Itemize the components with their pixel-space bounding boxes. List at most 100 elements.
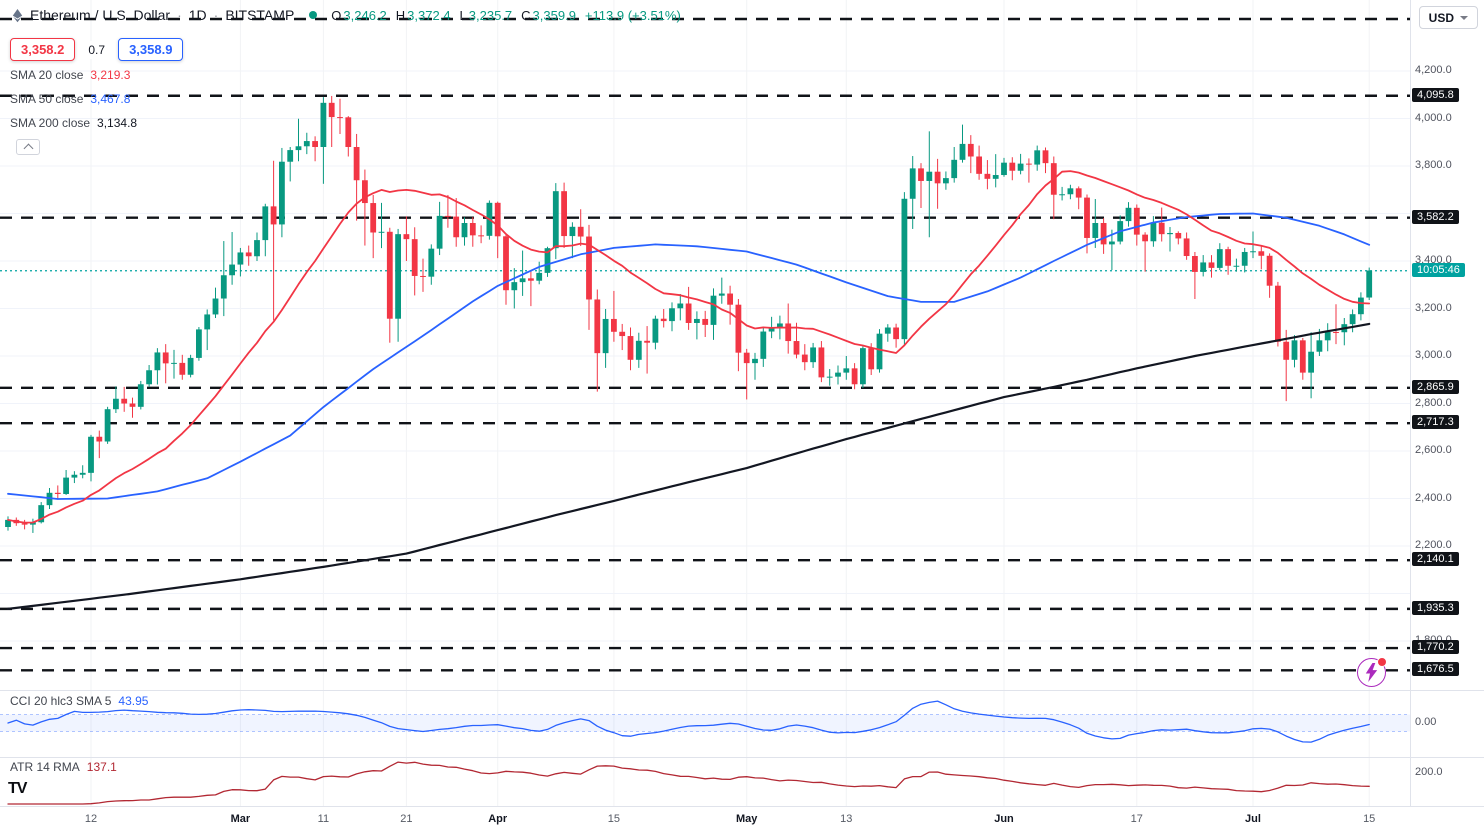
candle: [951, 159, 958, 179]
candle: [635, 340, 642, 360]
symbol-title[interactable]: Ethereum / U.S. Dollar: [30, 7, 171, 23]
candle: [30, 522, 36, 525]
candle: [594, 299, 601, 354]
sell-button[interactable]: 3,358.2: [10, 38, 76, 61]
indicator-legend-sma200[interactable]: SMA 200 close 3,134.8: [10, 116, 137, 130]
candle: [38, 505, 45, 523]
candle: [1001, 162, 1007, 176]
time-axis[interactable]: 12 Mar 11 21 Apr 15 May 13 Jun 17 Jul 15: [0, 807, 1484, 836]
candle: [1275, 285, 1281, 342]
sma20-label: SMA 20 close: [10, 68, 84, 82]
candle: [436, 215, 443, 249]
candle: [1167, 232, 1173, 235]
candle: [528, 278, 534, 281]
candle: [445, 215, 451, 217]
interval-label[interactable]: 1D: [188, 7, 207, 23]
exchange-label[interactable]: BITSTAMP: [225, 7, 295, 23]
candle: [279, 161, 285, 225]
candle: [1258, 251, 1265, 256]
candle: [1075, 188, 1082, 198]
price-tick-label: 2,400.0: [1415, 491, 1452, 504]
price-level-label: 3,582.2: [1412, 209, 1459, 224]
candle: [1059, 194, 1065, 196]
candle: [1349, 314, 1356, 325]
candle: [536, 272, 543, 281]
price-level-label: 1,935.3: [1412, 600, 1459, 615]
candle: [1358, 297, 1364, 315]
price-axis[interactable]: 4,200.0 4,000.0 3,800.0 3,400.0 3,200.0 3,000…: [1410, 0, 1484, 806]
time-tick-label: 12: [84, 813, 98, 825]
candle: [312, 141, 318, 147]
candle: [1250, 251, 1256, 253]
candle: [254, 240, 260, 257]
candle: [1283, 341, 1290, 360]
sma200-value: 3,134.8: [97, 116, 138, 130]
candle: [934, 171, 941, 184]
candle: [1316, 340, 1323, 352]
time-tick-label: Jun: [994, 813, 1014, 825]
candle: [212, 298, 219, 315]
price-level-label: 2,865.9: [1412, 379, 1459, 394]
boost-button[interactable]: [1357, 657, 1387, 687]
candle: [1291, 340, 1298, 360]
price-level-label: 1,770.2: [1412, 640, 1459, 655]
candle: [1109, 241, 1115, 245]
candle: [552, 191, 559, 249]
candle: [121, 398, 128, 404]
sma20-value: 3,219.3: [90, 68, 131, 82]
candle: [1133, 207, 1140, 235]
candle: [710, 295, 717, 325]
indicator-legend-atr[interactable]: ATR 14 RMA 137.1: [10, 760, 117, 774]
candle: [660, 318, 667, 322]
candle: [295, 146, 302, 151]
candle: [718, 293, 725, 296]
indicator-legend-cci[interactable]: CCI 20 hlc3 SMA 5 43.95: [10, 694, 148, 708]
candle: [386, 231, 393, 319]
buy-button[interactable]: 3,358.9: [118, 38, 184, 61]
close-label: C: [521, 7, 531, 23]
candle: [1299, 340, 1306, 373]
symbol-header[interactable]: Ethereum / U.S. Dollar · 1D · BITSTAMP O…: [10, 7, 681, 23]
indicator-legend-sma20[interactable]: SMA 20 close 3,219.3: [10, 68, 130, 82]
candle: [1200, 262, 1207, 272]
candle: [644, 340, 650, 343]
price-level-label: 2,140.1: [1412, 552, 1459, 567]
candle: [760, 331, 767, 359]
candle: [611, 318, 617, 332]
separator: ·: [213, 7, 219, 23]
currency-button[interactable]: USD: [1418, 6, 1478, 29]
candle: [503, 236, 509, 291]
atr-label: ATR 14 RMA: [10, 760, 80, 774]
candle: [876, 333, 883, 370]
candle: [959, 143, 966, 160]
candle: [627, 336, 634, 360]
time-tick-label: 15: [1363, 813, 1376, 825]
candle: [727, 293, 733, 305]
candle: [561, 191, 567, 237]
low-value: 3,235.7: [468, 7, 513, 23]
market-status-dot: [309, 11, 318, 19]
tradingview-logo[interactable]: TV: [8, 780, 27, 797]
lightning-icon: [1365, 663, 1378, 682]
candle: [1158, 222, 1165, 235]
candle: [843, 368, 850, 373]
price-tick-label: 3,800.0: [1415, 159, 1452, 171]
candle: [669, 308, 675, 322]
sma50-value: 3,467.8: [90, 92, 131, 106]
candle: [602, 318, 609, 354]
atr-value: 137.1: [86, 760, 117, 774]
spread-value: 0.7: [84, 40, 110, 59]
candle: [494, 202, 501, 237]
candle: [735, 304, 742, 353]
candle: [826, 376, 833, 378]
candle: [54, 492, 61, 494]
candle: [237, 252, 244, 265]
collapse-legend-button[interactable]: [16, 139, 40, 155]
price-tick-label: 3,000.0: [1415, 349, 1452, 361]
candle: [287, 150, 294, 162]
sma50-label: SMA 50 close: [10, 92, 84, 106]
candle: [1042, 150, 1049, 164]
low-label: L: [459, 7, 467, 23]
indicator-legend-sma50[interactable]: SMA 50 close 3,467.8: [10, 92, 130, 106]
